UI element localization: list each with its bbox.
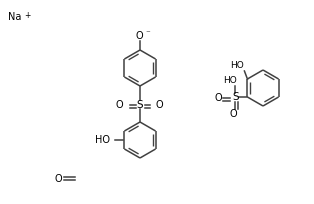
Text: HO: HO — [224, 76, 237, 85]
Text: O: O — [230, 109, 237, 119]
Text: ⁻: ⁻ — [145, 30, 150, 39]
Text: O: O — [156, 100, 164, 110]
Text: S: S — [232, 92, 239, 102]
Text: O: O — [214, 93, 222, 103]
Text: HO: HO — [230, 61, 244, 70]
Text: HO: HO — [95, 135, 111, 145]
Text: Na: Na — [8, 12, 21, 22]
Text: O: O — [116, 100, 124, 110]
Text: S: S — [137, 100, 143, 110]
Text: O: O — [55, 174, 62, 184]
Text: +: + — [24, 11, 30, 20]
Text: O: O — [136, 31, 143, 41]
